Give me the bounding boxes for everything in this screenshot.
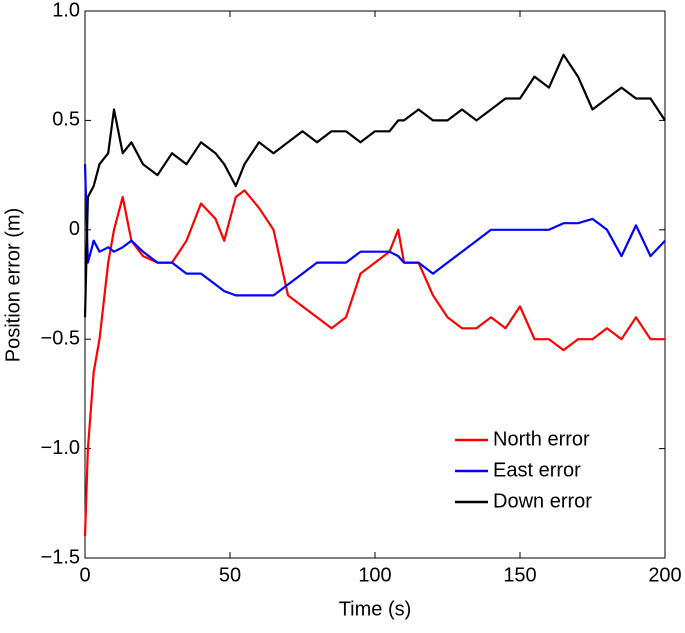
legend-label: Down error — [493, 490, 592, 512]
legend-label: North error — [493, 428, 590, 450]
x-tick-label: 0 — [79, 564, 90, 586]
y-tick-label: 1.0 — [52, 0, 80, 21]
x-tick-label: 150 — [503, 564, 536, 586]
y-tick-label: 0 — [69, 218, 80, 240]
x-axis-label: Time (s) — [339, 598, 412, 620]
line-series — [83, 189, 665, 537]
line-series — [83, 53, 666, 318]
x-tick-label: 50 — [219, 564, 241, 586]
line-series — [83, 164, 666, 297]
legend-label: East error — [493, 459, 581, 481]
y-axis-label: Position error (m) — [2, 208, 24, 362]
y-tick-label: −1.5 — [41, 546, 80, 568]
x-tick-label: 100 — [358, 564, 391, 586]
y-tick-label: −0.5 — [41, 327, 80, 349]
y-tick-label: 0.5 — [52, 109, 80, 131]
y-tick-label: −1.0 — [41, 437, 80, 459]
x-tick-label: 200 — [648, 564, 681, 586]
